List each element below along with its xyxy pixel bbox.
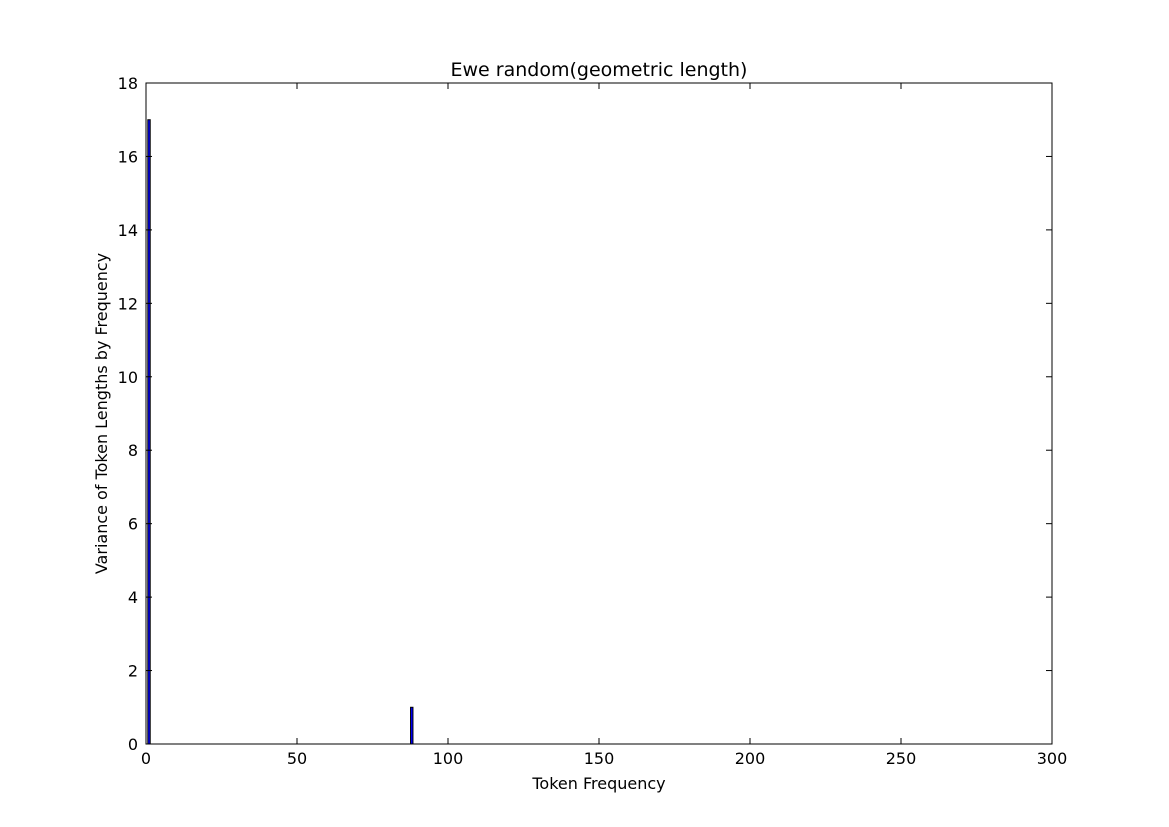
x-axis-title: Token Frequency (531, 774, 665, 793)
x-tick-label: 0 (141, 749, 151, 768)
x-tick-label: 100 (433, 749, 464, 768)
y-tick-label: 8 (128, 441, 138, 460)
plot-area-background (146, 83, 1052, 744)
y-tick-label: 10 (118, 368, 138, 387)
chart-title: Ewe random(geometric length) (451, 59, 748, 81)
y-tick-label: 6 (128, 515, 138, 534)
x-tick-label: 300 (1037, 749, 1068, 768)
y-axis-title: Variance of Token Lengths by Frequency (92, 253, 111, 574)
y-tick-label: 4 (128, 588, 138, 607)
x-tick-label: 50 (287, 749, 307, 768)
bar (410, 706, 414, 745)
y-tick-label: 14 (118, 221, 138, 240)
y-tick-label: 2 (128, 662, 138, 681)
bar (147, 119, 151, 745)
x-tick-label: 150 (584, 749, 615, 768)
y-tick-label: 0 (128, 735, 138, 754)
y-tick-label: 18 (118, 74, 138, 93)
x-tick-label: 200 (735, 749, 766, 768)
y-tick-label: 12 (118, 294, 138, 313)
ticks-group: 0 50 100 150 200 250 300 0 2 4 6 8 10 12 14 16 18 (118, 74, 1068, 768)
y-tick-label: 16 (118, 147, 138, 166)
plot-frame (145, 82, 1053, 745)
x-tick-label: 250 (886, 749, 917, 768)
